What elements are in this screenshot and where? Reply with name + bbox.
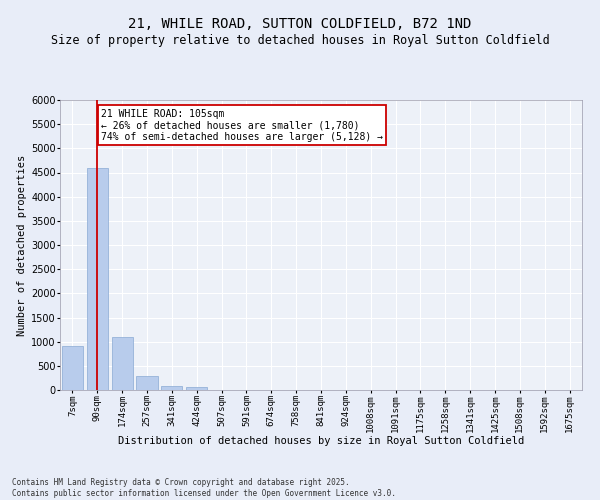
Text: 21, WHILE ROAD, SUTTON COLDFIELD, B72 1ND: 21, WHILE ROAD, SUTTON COLDFIELD, B72 1N… xyxy=(128,18,472,32)
Text: Contains HM Land Registry data © Crown copyright and database right 2025.
Contai: Contains HM Land Registry data © Crown c… xyxy=(12,478,396,498)
Bar xyxy=(161,386,182,390)
Text: 21 WHILE ROAD: 105sqm
← 26% of detached houses are smaller (1,780)
74% of semi-d: 21 WHILE ROAD: 105sqm ← 26% of detached … xyxy=(101,108,383,142)
Y-axis label: Number of detached properties: Number of detached properties xyxy=(17,154,27,336)
Text: Size of property relative to detached houses in Royal Sutton Coldfield: Size of property relative to detached ho… xyxy=(50,34,550,47)
X-axis label: Distribution of detached houses by size in Royal Sutton Coldfield: Distribution of detached houses by size … xyxy=(118,436,524,446)
Bar xyxy=(136,376,158,390)
Bar xyxy=(62,346,83,390)
Bar xyxy=(186,388,207,390)
Bar xyxy=(112,338,133,390)
Bar xyxy=(87,168,108,390)
